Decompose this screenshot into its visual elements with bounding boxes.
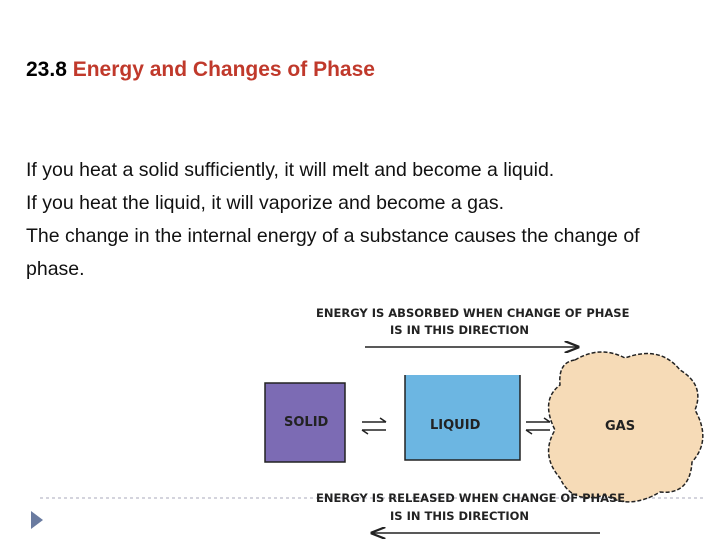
equilibrium-arrows: [525, 417, 551, 435]
bullet: [31, 511, 43, 529]
caption: IS IN THIS DIRECTION: [390, 323, 529, 337]
state-label: LIQUID: [430, 418, 481, 433]
liquid-container: [404, 375, 521, 461]
body-text: If you heat a solid sufficiently, it wil…: [26, 154, 686, 286]
paragraph: If you heat the liquid, it will vaporize…: [26, 192, 505, 214]
equilibrium-arrows: [361, 417, 387, 435]
caption: ENERGY IS ABSORBED WHEN CHANGE OF PHASE: [316, 306, 630, 320]
gas-cloud: [547, 351, 704, 503]
paragraph: If you heat a solid sufficiently, it wil…: [26, 159, 555, 181]
state-label: GAS: [605, 419, 635, 434]
caption: ENERGY IS RELEASED WHEN CHANGE OF PHASE: [316, 491, 625, 505]
section-number: 23.8: [26, 58, 67, 81]
solid-box: [264, 382, 346, 463]
state-label: SOLID: [284, 415, 329, 430]
title-text: Energy and Changes of Phase: [72, 58, 375, 81]
slide-title: 23.8 Energy and Changes of Phase: [26, 58, 375, 82]
paragraph: The change in the internal energy of a s…: [26, 225, 640, 280]
caption: IS IN THIS DIRECTION: [390, 509, 529, 523]
